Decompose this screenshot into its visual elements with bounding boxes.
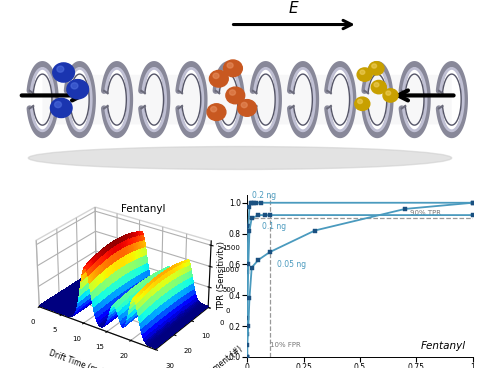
Text: 0.1 ng: 0.1 ng <box>262 222 286 231</box>
Circle shape <box>55 102 61 108</box>
Circle shape <box>355 97 370 110</box>
Circle shape <box>227 63 233 68</box>
Circle shape <box>67 79 88 99</box>
Text: 0.05 ng: 0.05 ng <box>276 260 306 269</box>
Text: $\vec{E}$: $\vec{E}$ <box>288 0 300 17</box>
FancyBboxPatch shape <box>42 75 452 124</box>
Circle shape <box>224 60 242 77</box>
Y-axis label: TPR (Sensitivity): TPR (Sensitivity) <box>217 241 226 311</box>
Circle shape <box>371 81 386 94</box>
Circle shape <box>386 91 391 95</box>
Ellipse shape <box>28 146 452 170</box>
Text: 0.2 ng: 0.2 ng <box>252 191 276 201</box>
Circle shape <box>207 104 226 120</box>
Circle shape <box>369 62 384 75</box>
Circle shape <box>357 68 372 81</box>
Circle shape <box>57 66 64 72</box>
Circle shape <box>383 89 398 102</box>
Circle shape <box>358 99 362 103</box>
Circle shape <box>71 83 78 89</box>
Circle shape <box>229 90 236 95</box>
Text: Fentanyl: Fentanyl <box>421 341 466 351</box>
Text: 10% FPR: 10% FPR <box>270 342 301 348</box>
Circle shape <box>50 98 72 117</box>
Circle shape <box>53 63 74 82</box>
Text: 90% TPR: 90% TPR <box>409 210 441 216</box>
Circle shape <box>374 83 379 87</box>
Text: Fentanyl: Fentanyl <box>121 204 165 214</box>
Y-axis label: Segment (#): Segment (#) <box>200 344 244 368</box>
Circle shape <box>360 70 365 74</box>
Circle shape <box>238 100 256 116</box>
Circle shape <box>211 106 216 112</box>
Circle shape <box>226 87 245 104</box>
Circle shape <box>209 70 228 87</box>
Circle shape <box>241 102 247 108</box>
X-axis label: Drift Time (ms): Drift Time (ms) <box>48 348 105 368</box>
Circle shape <box>372 64 377 68</box>
Circle shape <box>213 73 219 78</box>
